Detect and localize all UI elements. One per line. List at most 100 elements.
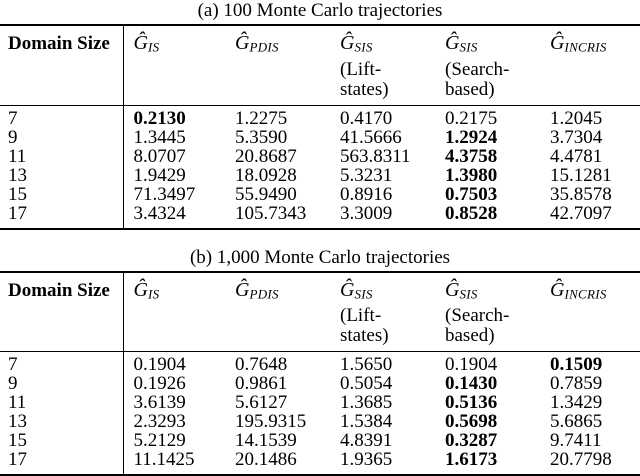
- domain-size-cell: 11: [0, 393, 124, 413]
- estimator-note: (Search- based): [445, 305, 510, 347]
- value-cell: 5.2129: [133, 431, 186, 451]
- value-cell: 1.3685: [340, 393, 393, 413]
- domain-size-cell: 17: [0, 203, 124, 229]
- domain-size-cell: 11: [0, 146, 124, 166]
- estimator-note: (Lift- states): [340, 305, 389, 347]
- column-header-g-is: ĜIS: [123, 25, 225, 105]
- value-cell: 1.9365: [340, 450, 393, 471]
- value-cell: 1.3980: [445, 165, 498, 185]
- column-header-g-incris: ĜINCRIS: [540, 25, 640, 105]
- value-cell: 0.3287: [445, 431, 498, 451]
- value-cell: 9.7411: [550, 431, 602, 451]
- value-cell: 0.9861: [235, 374, 288, 394]
- value-cell: 5.6865: [550, 412, 603, 432]
- column-header-g-pdis: ĜPDIS: [225, 25, 330, 105]
- table-b-caption: (b) 1,000 Monte Carlo trajectories: [189, 246, 451, 268]
- value-cell: 563.8311: [340, 146, 411, 166]
- header-row: Domain Size ĜIS ĜPDIS ĜSIS (Lift- states…: [0, 25, 640, 106]
- estimator-symbol: ĜSIS: [445, 32, 478, 55]
- value-cell: 1.6173: [445, 450, 498, 471]
- value-cell: 71.3497: [133, 184, 196, 204]
- value-cell: 5.3590: [235, 127, 288, 147]
- domain-size-cell: 15: [0, 431, 124, 451]
- column-header-g-incris: ĜINCRIS: [540, 272, 640, 352]
- table-row: 17 3.4324 105.7343 3.3009 0.8528 42.7097: [0, 203, 640, 229]
- value-cell: 1.2275: [235, 107, 288, 128]
- estimator-symbol: ĜPDIS: [235, 278, 279, 302]
- estimator-symbol: ĜSIS: [340, 32, 373, 55]
- value-cell: 4.8391: [340, 431, 393, 451]
- estimator-symbol: ĜSIS: [340, 278, 373, 302]
- value-cell: 42.7097: [550, 203, 612, 224]
- domain-size-cell: 7: [0, 105, 124, 128]
- value-cell: 55.9490: [235, 184, 297, 204]
- table-a-caption: (a) 100 Monte Carlo trajectories: [197, 0, 443, 21]
- value-cell: 8.0707: [133, 146, 186, 166]
- value-cell: 0.5136: [445, 393, 498, 413]
- table-row: 15 71.3497 55.9490 0.8916 0.7503 35.8578: [0, 184, 640, 204]
- value-cell: 20.1486: [235, 450, 297, 471]
- column-header-g-sis-search: ĜSIS (Search- based): [435, 272, 540, 352]
- value-cell: 0.2175: [445, 107, 498, 128]
- value-cell: 3.4324: [133, 203, 186, 224]
- value-cell: 195.9315: [235, 412, 307, 432]
- value-cell: 0.5698: [445, 412, 498, 432]
- value-cell: 0.1904: [445, 354, 498, 375]
- value-cell: 1.2924: [445, 127, 498, 147]
- value-cell: 0.7503: [445, 184, 498, 204]
- column-header-domain-size: Domain Size: [0, 25, 124, 106]
- domain-size-cell: 9: [0, 374, 124, 394]
- value-cell: 41.5666: [340, 127, 402, 147]
- domain-size-cell: 17: [0, 450, 124, 476]
- value-cell: 0.2130: [133, 107, 186, 128]
- domain-size-cell: 15: [0, 184, 124, 204]
- value-cell: 1.2045: [550, 107, 603, 128]
- value-cell: 1.9429: [133, 165, 186, 185]
- table-row: 7 0.1904 0.7648 1.5650 0.1904 0.1509: [0, 351, 640, 375]
- estimator-note: (Search- based): [445, 58, 510, 100]
- value-cell: 5.3231: [340, 165, 393, 185]
- estimator-symbol: ĜIS: [133, 278, 160, 302]
- value-cell: 2.3293: [133, 412, 186, 432]
- estimator-symbol: ĜINCRIS: [550, 32, 607, 55]
- table-row: 13 1.9429 18.0928 5.3231 1.3980 15.1281: [0, 165, 640, 185]
- value-cell: 0.1926: [133, 374, 186, 394]
- table-row: 11 8.0707 20.8687 563.8311 4.3758 4.4781: [0, 146, 640, 166]
- table-b-1000-trajectories: (b) 1,000 Monte Carlo trajectories Domai…: [0, 246, 640, 476]
- results-table-b: Domain Size ĜIS ĜPDIS ĜSIS (Lift- states…: [0, 270, 640, 476]
- value-cell: 4.3758: [445, 146, 498, 166]
- domain-size-cell: 9: [0, 127, 124, 147]
- column-header-g-is: ĜIS: [123, 272, 225, 352]
- value-cell: 0.8528: [445, 203, 498, 224]
- table-row: 7 0.2130 1.2275 0.4170 0.2175 1.2045: [0, 105, 640, 128]
- value-cell: 3.3009: [340, 203, 393, 224]
- value-cell: 0.1430: [445, 374, 498, 394]
- estimator-symbol: ĜPDIS: [235, 32, 279, 55]
- value-cell: 0.7859: [550, 374, 603, 394]
- value-cell: 1.3445: [133, 127, 186, 147]
- domain-size-cell: 13: [0, 165, 124, 185]
- table-row: 9 0.1926 0.9861 0.5054 0.1430 0.7859: [0, 374, 640, 394]
- table-row: 9 1.3445 5.3590 41.5666 1.2924 3.7304: [0, 127, 640, 147]
- estimator-symbol: ĜINCRIS: [550, 278, 607, 302]
- value-cell: 3.7304: [550, 127, 603, 147]
- value-cell: 20.8687: [235, 146, 297, 166]
- column-header-g-sis-lift: ĜSIS (Lift- states): [330, 272, 435, 352]
- value-cell: 35.8578: [550, 184, 612, 204]
- estimator-note: (Lift- states): [340, 58, 389, 100]
- value-cell: 20.7798: [550, 450, 612, 471]
- value-cell: 0.7648: [235, 354, 288, 375]
- value-cell: 1.5384: [340, 412, 393, 432]
- results-table-a: Domain Size ĜIS ĜPDIS ĜSIS (Lift- states…: [0, 24, 640, 230]
- table-row: 17 11.1425 20.1486 1.9365 1.6173 20.7798: [0, 450, 640, 476]
- value-cell: 11.1425: [133, 450, 195, 471]
- value-cell: 4.4781: [550, 146, 603, 166]
- domain-size-cell: 7: [0, 351, 124, 375]
- value-cell: 0.8916: [340, 184, 393, 204]
- column-header-g-sis-search: ĜSIS (Search- based): [435, 25, 540, 105]
- value-cell: 5.6127: [235, 393, 288, 413]
- column-header-g-pdis: ĜPDIS: [225, 272, 330, 352]
- header-row: Domain Size ĜIS ĜPDIS ĜSIS (Lift- states…: [0, 271, 640, 352]
- value-cell: 0.5054: [340, 374, 393, 394]
- domain-size-cell: 13: [0, 412, 124, 432]
